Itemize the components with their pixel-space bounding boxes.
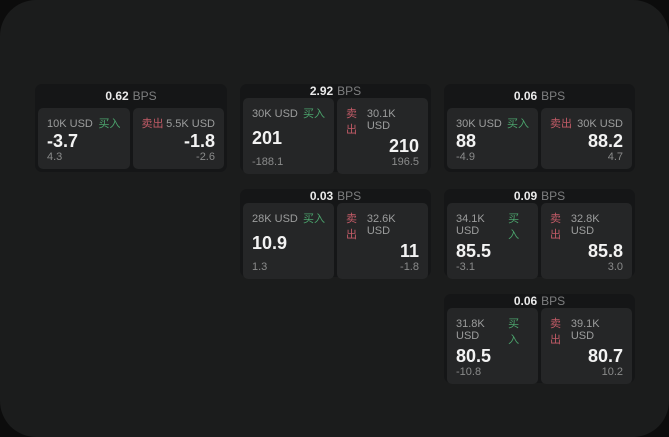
- buy-amount: 30K USD: [252, 108, 298, 120]
- spread-header: 0.06 BPS: [447, 84, 632, 108]
- spread-unit: BPS: [541, 89, 566, 103]
- sell-amount: 39.1K USD: [570, 318, 600, 342]
- buy-quote-tile[interactable]: 30K USD 买入 201 -188.1: [243, 98, 334, 174]
- sell-label: 卖出: [346, 213, 357, 241]
- buy-price: -3.7: [47, 130, 79, 151]
- buy-price: 88: [456, 130, 477, 151]
- sell-change: -1.8: [400, 260, 419, 273]
- buy-quote-tile[interactable]: 30K USD 买入 88 -4.9: [447, 108, 538, 169]
- sell-quote-tile[interactable]: 卖出 32.8K USD 85.8 3.0: [541, 203, 632, 279]
- quote-card-6: 0.06 BPS 31.8K USD 买入 80.5 -10.8 卖出 39.1…: [444, 294, 635, 384]
- buy-label: 买入: [303, 108, 325, 120]
- buy-change: -188.1: [252, 155, 284, 168]
- buy-amount: 31.8K USD: [456, 318, 485, 342]
- buy-quote-tile[interactable]: 34.1K USD 买入 85.5 -3.1: [447, 203, 538, 279]
- buy-change: -3.1: [456, 260, 475, 273]
- quote-grid: 0.62 BPS 10K USD 买入 -3.7 4.3 卖出 5.5K USD…: [35, 84, 635, 384]
- quote-card-1: 0.62 BPS 10K USD 买入 -3.7 4.3 卖出 5.5K USD…: [35, 84, 227, 172]
- sell-price: 210: [388, 136, 419, 156]
- spread-header: 0.06 BPS: [447, 294, 632, 308]
- sell-change: -2.6: [196, 150, 215, 163]
- buy-amount: 10K USD: [47, 118, 93, 130]
- spread-value: 0.06: [513, 89, 538, 103]
- buy-quote-tile[interactable]: 31.8K USD 买入 80.5 -10.8: [447, 308, 538, 384]
- quote-card-5: 0.09 BPS 34.1K USD 买入 85.5 -3.1 卖出 32.8K…: [444, 189, 635, 279]
- buy-label: 买入: [508, 213, 520, 241]
- sell-label: 卖出: [346, 108, 357, 136]
- sell-change: 196.5: [391, 155, 419, 168]
- sell-quote-tile[interactable]: 卖出 5.5K USD -1.8 -2.6: [132, 108, 224, 169]
- buy-quote-tile[interactable]: 10K USD 买入 -3.7 4.3: [38, 108, 130, 169]
- buy-amount: 34.1K USD: [456, 213, 485, 237]
- spread-value: 2.92: [309, 84, 334, 98]
- sell-change: 4.7: [607, 150, 623, 163]
- sell-change: 3.0: [607, 260, 623, 273]
- buy-change: 1.3: [252, 260, 268, 273]
- spread-unit: BPS: [541, 189, 566, 203]
- buy-amount: 30K USD: [456, 118, 502, 130]
- spread-header: 0.62 BPS: [38, 84, 224, 108]
- buy-price: 85.5: [456, 241, 492, 261]
- spread-unit: BPS: [541, 294, 566, 308]
- buy-price: 10.9: [252, 233, 288, 253]
- buy-change: 4.3: [47, 150, 63, 163]
- sell-price: 88.2: [587, 130, 623, 151]
- quote-card-4: 0.03 BPS 28K USD 买入 10.9 1.3 卖出 32.6K US…: [240, 189, 431, 279]
- sell-amount: 32.8K USD: [570, 213, 600, 237]
- buy-label: 买入: [508, 318, 520, 346]
- spread-value: 0.06: [513, 294, 538, 308]
- sell-quote-tile[interactable]: 卖出 30.1K USD 210 196.5: [337, 98, 428, 174]
- sell-quote-tile[interactable]: 卖出 39.1K USD 80.7 10.2: [541, 308, 632, 384]
- spread-value: 0.62: [105, 89, 129, 103]
- spread-unit: BPS: [337, 84, 362, 98]
- spread-unit: BPS: [337, 189, 362, 203]
- sell-price: 85.8: [587, 241, 623, 261]
- spread-header: 0.09 BPS: [447, 189, 632, 203]
- buy-amount: 28K USD: [252, 213, 298, 225]
- buy-label: 买入: [507, 118, 529, 130]
- buy-label: 买入: [303, 213, 325, 225]
- spread-value: 0.03: [309, 189, 334, 203]
- quote-card-3: 0.06 BPS 30K USD 买入 88 -4.9 卖出 30K USD 8…: [444, 84, 635, 172]
- sell-change: 10.2: [601, 365, 623, 378]
- buy-change: -10.8: [456, 365, 482, 378]
- buy-price: 201: [252, 128, 283, 148]
- sell-amount: 30.1K USD: [366, 108, 396, 132]
- sell-quote-tile[interactable]: 卖出 30K USD 88.2 4.7: [541, 108, 632, 169]
- sell-label: 卖出: [550, 213, 561, 241]
- sell-price: 11: [399, 241, 419, 261]
- sell-amount: 30K USD: [577, 118, 623, 130]
- sell-label: 卖出: [550, 118, 572, 130]
- buy-label: 买入: [98, 118, 121, 130]
- buy-quote-tile[interactable]: 28K USD 买入 10.9 1.3: [243, 203, 334, 279]
- buy-price: 80.5: [456, 346, 492, 366]
- sell-label: 卖出: [550, 318, 561, 346]
- spread-unit: BPS: [132, 89, 157, 103]
- sell-price: 80.7: [587, 346, 623, 366]
- spread-header: 2.92 BPS: [243, 84, 428, 98]
- sell-price: -1.8: [183, 130, 215, 151]
- sell-quote-tile[interactable]: 卖出 32.6K USD 11 -1.8: [337, 203, 428, 279]
- buy-change: -4.9: [456, 150, 475, 163]
- spread-header: 0.03 BPS: [243, 189, 428, 203]
- sell-amount: 32.6K USD: [366, 213, 396, 237]
- spread-value: 0.09: [513, 189, 538, 203]
- sell-label: 卖出: [141, 118, 164, 130]
- sell-amount: 5.5K USD: [166, 118, 215, 130]
- quote-card-2: 2.92 BPS 30K USD 买入 201 -188.1 卖出 30.1K …: [240, 84, 431, 174]
